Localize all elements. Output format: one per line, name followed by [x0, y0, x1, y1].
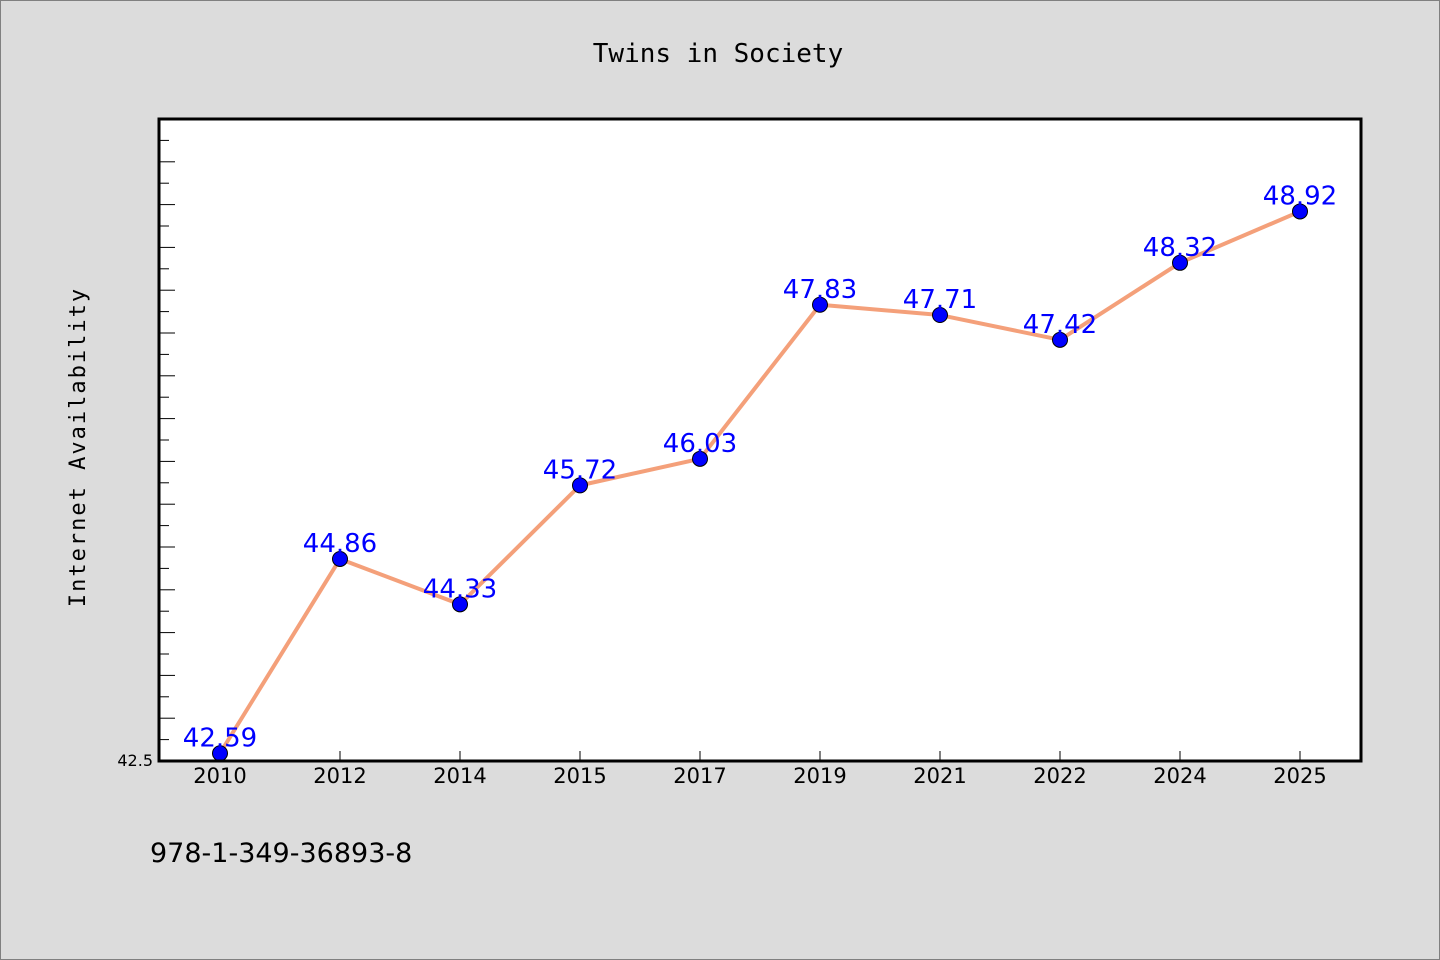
data-point-marker — [1172, 254, 1188, 271]
x-tick-label: 2012 — [313, 764, 366, 788]
plot-frame — [157, 117, 1363, 763]
x-tick-label: 2019 — [793, 764, 846, 788]
x-tick-label: 2025 — [1273, 764, 1326, 788]
data-point-marker — [572, 477, 588, 494]
data-label: 42.59 — [183, 723, 257, 753]
x-tick-label: 2024 — [1153, 764, 1206, 788]
y-axis-label: Internet Availability — [66, 287, 91, 607]
y-axis-ticks — [159, 139, 175, 741]
x-tick-label: 2010 — [193, 764, 246, 788]
y-tick-label: 42.5 — [117, 751, 153, 770]
data-label-group: 42.59 44.86 44.33 45.72 46.03 47.83 47.71 47.42… — [183, 181, 1337, 753]
x-tick-label: 2014 — [433, 764, 486, 788]
data-point-marker — [1052, 331, 1068, 348]
data-label: 44.33 — [423, 574, 497, 604]
data-label: 47.83 — [783, 275, 857, 305]
data-label: 48.32 — [1143, 233, 1217, 263]
x-axis: 2010 2012 2014 2015 2017 2019 2021 2022 2024 2025 — [193, 751, 1327, 788]
data-point-marker — [452, 596, 468, 613]
plot-area — [159, 119, 1361, 761]
series-line-group — [218, 209, 1302, 756]
data-label: 48.92 — [1263, 181, 1337, 211]
data-label: 46.03 — [663, 429, 737, 459]
data-point-marker — [932, 307, 948, 324]
x-tick-label: 2021 — [913, 764, 966, 788]
x-tick-label: 2017 — [673, 764, 726, 788]
x-tick-label: 2015 — [553, 764, 606, 788]
data-point-marker — [1292, 203, 1308, 220]
data-label: 47.71 — [903, 285, 977, 315]
data-point-marker — [332, 550, 348, 567]
x-tick-label: 2022 — [1033, 764, 1086, 788]
marker-group — [212, 203, 1308, 762]
chart-title: Twins in Society — [593, 39, 843, 69]
data-label: 45.72 — [543, 455, 617, 485]
data-point-marker — [812, 296, 828, 313]
data-point-marker — [692, 450, 708, 467]
series-line — [218, 209, 1302, 756]
data-label: 47.42 — [1023, 310, 1097, 340]
footnote: 978-1-349-36893-8 — [150, 838, 412, 869]
data-label: 44.86 — [303, 529, 377, 559]
